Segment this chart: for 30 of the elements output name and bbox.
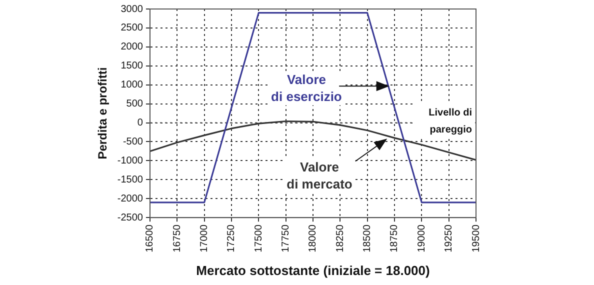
y-tick-label: 500 <box>126 98 144 110</box>
x-tick-label: 17000 <box>199 224 210 252</box>
text: Valore di esercizio <box>271 72 342 104</box>
text: Valore di mercato <box>286 159 352 192</box>
ref-line-label: Livello di pareggio <box>428 108 472 136</box>
x-tick-label: 16500 <box>144 224 156 252</box>
x-axis-title: Mercato sottostante (iniziale = 18.000) <box>196 262 430 278</box>
y-tick-label: -500 <box>122 136 144 148</box>
x-tick-label: 18750 <box>389 224 400 252</box>
y-tick-label: -2000 <box>117 193 144 204</box>
y-tick-label: 0 <box>137 118 144 129</box>
x-tick-label: 17500 <box>253 224 264 252</box>
y-tick-label: 2000 <box>120 42 144 53</box>
x-tick-label: 16750 <box>172 224 183 252</box>
x-tick-label: 19250 <box>444 224 455 252</box>
y-tick-label: -1000 <box>117 155 144 166</box>
x-tick-label: 19500 <box>470 224 482 252</box>
y-tick-label: 1500 <box>120 60 144 72</box>
x-tick-label: 18250 <box>334 224 346 252</box>
y-axis-title: Perdita e profitti <box>96 67 110 160</box>
y-tick-label: 2500 <box>120 22 144 34</box>
y-tick-label: -1500 <box>117 174 144 186</box>
x-tick-label: 18500 <box>362 224 374 252</box>
y-tick-label: 3000 <box>120 4 144 15</box>
x-tick-label: 17250 <box>226 224 238 252</box>
x-tick-label: 19000 <box>416 224 428 252</box>
x-tick-label: 17750 <box>280 224 292 252</box>
y-tick-label: 1000 <box>120 80 144 91</box>
y-tick-label: -2500 <box>117 212 144 224</box>
x-tick-label: 18000 <box>308 224 319 252</box>
